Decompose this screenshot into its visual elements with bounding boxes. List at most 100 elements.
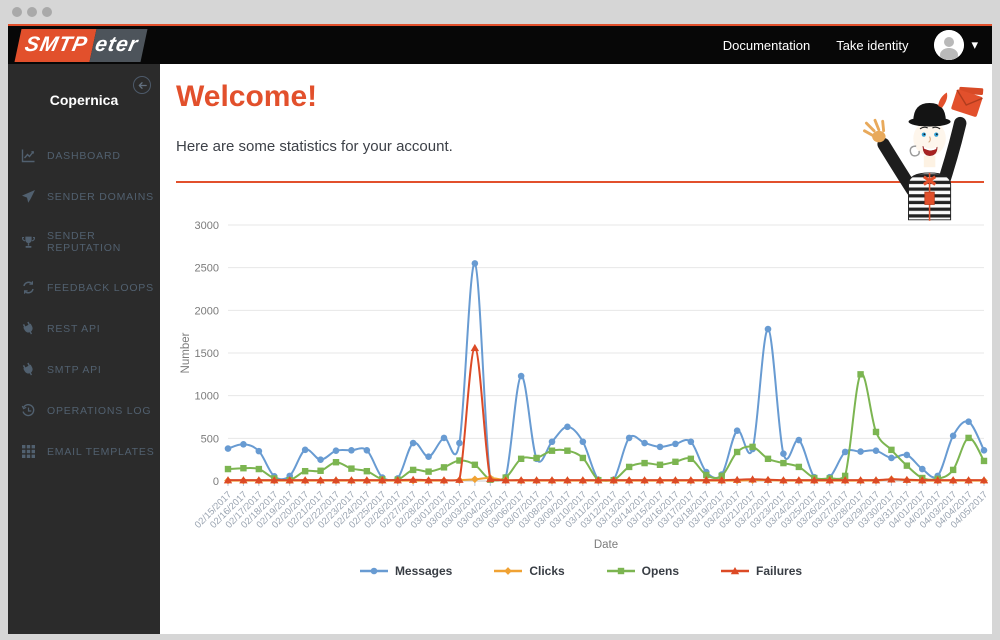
page-title: Welcome! — [176, 80, 318, 113]
y-tick-label: 3000 — [195, 220, 219, 232]
data-point-marker — [795, 436, 803, 444]
data-point-marker — [348, 446, 355, 454]
y-axis-label: Number — [180, 332, 192, 373]
chart-legend: Messages Clicks Opens Failures — [176, 564, 984, 578]
data-point-marker — [763, 475, 773, 483]
statistics-chart: 0 500 1000 1500 2000 2500 3000 Number 02/15/2017… — [176, 211, 990, 578]
data-point-marker — [872, 447, 880, 455]
sidebar-item-operations-log[interactable]: OPERATIONS LOG — [8, 390, 160, 431]
data-point-marker — [470, 343, 480, 352]
data-point-marker — [795, 463, 803, 471]
data-point-marker — [640, 476, 649, 484]
series-failures — [223, 343, 989, 484]
user-avatar-icon — [934, 30, 965, 60]
data-point-marker — [949, 432, 957, 440]
y-tick-label: 1500 — [195, 348, 219, 360]
data-point-marker — [579, 454, 587, 462]
data-point-marker — [733, 427, 741, 434]
smtpeter-logo[interactable]: SMTP eter — [14, 28, 148, 62]
data-point-marker — [965, 418, 972, 425]
take-identity-link[interactable]: Take identity — [836, 37, 909, 53]
data-point-marker — [857, 371, 864, 378]
data-point-marker — [980, 457, 988, 465]
data-point-marker — [224, 445, 232, 452]
window-titlebar — [0, 0, 1000, 24]
organization-name: Copernica — [49, 92, 119, 108]
sidebar-item-label: REST API — [47, 322, 101, 335]
legend-label: Failures — [756, 564, 803, 578]
legend-label: Messages — [394, 564, 453, 578]
data-point-marker — [856, 476, 865, 484]
data-point-marker — [655, 476, 665, 484]
sidebar-item-email-templates[interactable]: EMAIL TEMPLATES — [8, 431, 160, 472]
window-controls[interactable] — [12, 7, 52, 17]
square-marker-icon — [606, 567, 635, 575]
accent-divider — [176, 181, 984, 183]
legend-label: Opens — [641, 564, 680, 578]
data-point-marker — [378, 476, 387, 484]
logo-secondary: eter — [89, 28, 148, 62]
page-subtitle: Here are some statistics for your accoun… — [176, 138, 453, 155]
user-avatar[interactable] — [934, 30, 965, 60]
window-control-dot[interactable] — [12, 7, 22, 17]
data-point-marker — [656, 461, 664, 468]
sidebar-item-label: EMAIL TEMPLATES — [47, 445, 155, 458]
data-point-marker — [764, 325, 772, 333]
data-point-marker — [609, 476, 618, 484]
mime-mascot-illustration — [863, 86, 984, 221]
app-window: SMTP eter Documentation Take identity ▾ — [8, 24, 992, 634]
data-point-marker — [671, 476, 680, 484]
data-point-marker — [363, 446, 371, 454]
sidebar-item-sender-domains[interactable]: SENDER DOMAINS — [8, 176, 160, 217]
data-point-marker — [425, 468, 432, 475]
data-point-marker — [840, 476, 850, 484]
data-point-marker — [564, 423, 571, 431]
data-point-marker — [240, 441, 247, 448]
data-point-marker — [240, 465, 247, 472]
documentation-link[interactable]: Documentation — [722, 37, 811, 53]
sidebar-item-feedback-loops[interactable]: FEEDBACK LOOPS — [8, 267, 160, 308]
data-point-marker — [517, 372, 525, 380]
window-control-dot[interactable] — [42, 7, 52, 17]
series-messages — [224, 260, 988, 484]
data-point-marker — [425, 453, 432, 460]
data-point-marker — [718, 472, 725, 480]
sidebar-item-smtp-api[interactable]: SMTP API — [8, 349, 160, 390]
sidebar-item-rest-api[interactable]: REST API — [8, 308, 160, 349]
data-point-marker — [888, 454, 895, 462]
data-point-marker — [317, 467, 324, 474]
data-point-marker — [871, 476, 881, 484]
data-point-marker — [703, 471, 710, 479]
data-point-marker — [702, 476, 711, 484]
data-point-marker — [301, 467, 309, 475]
data-point-marker — [317, 456, 324, 463]
data-point-marker — [779, 476, 788, 484]
logo-primary: SMTP — [14, 28, 97, 62]
data-point-marker — [285, 476, 294, 484]
data-point-marker — [594, 476, 603, 484]
legend-label: Clicks — [529, 564, 565, 578]
data-point-marker — [903, 451, 911, 459]
sidebar-item-label: SENDER REPUTATION — [47, 230, 122, 254]
data-point-marker — [564, 447, 571, 454]
legend-item-clicks: Clicks — [492, 564, 565, 578]
sidebar-item-label: FEEDBACK LOOPS — [47, 281, 154, 294]
sidebar-item-sender-reputation[interactable]: SENDER REPUTATION — [8, 217, 160, 267]
plug-icon — [21, 362, 36, 377]
sidebar-collapse-button[interactable] — [133, 76, 151, 94]
data-point-marker — [300, 476, 310, 484]
data-point-marker — [794, 476, 804, 484]
data-point-marker — [547, 476, 557, 484]
window-control-dot[interactable] — [27, 7, 37, 17]
data-point-marker — [455, 475, 464, 483]
data-point-marker — [964, 476, 973, 484]
data-point-marker — [656, 443, 664, 451]
data-point-marker — [687, 455, 695, 463]
data-point-marker — [687, 438, 695, 446]
data-point-marker — [456, 457, 463, 464]
data-point-marker — [440, 464, 448, 471]
data-point-marker — [888, 446, 895, 454]
chevron-down-icon[interactable]: ▾ — [971, 37, 978, 52]
sidebar-item-dashboard[interactable]: DASHBOARD — [8, 135, 160, 176]
data-point-marker — [270, 476, 279, 484]
